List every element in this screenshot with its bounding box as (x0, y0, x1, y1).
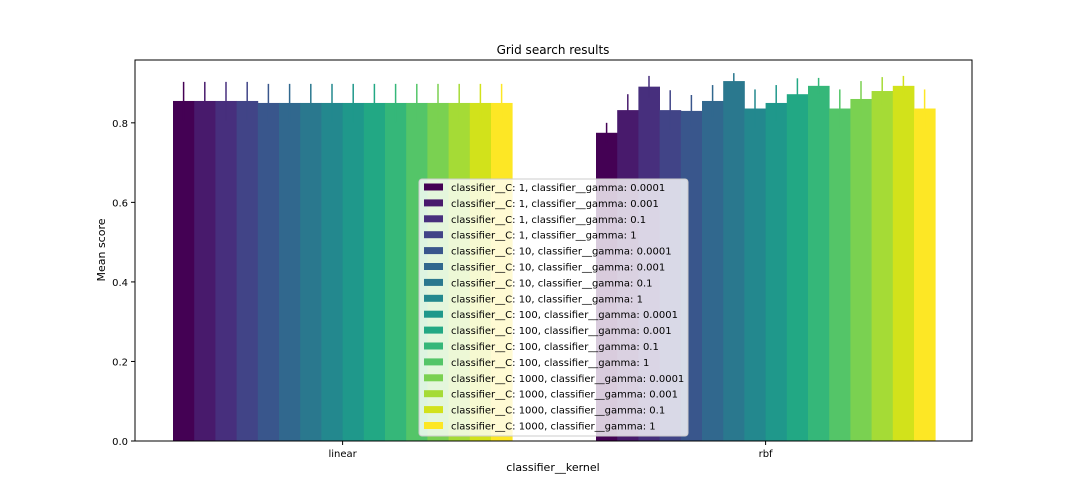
legend-label: classifier__C: 1, classifier__gamma: 0.0… (451, 199, 659, 210)
legend-swatch (424, 310, 443, 318)
bar (871, 91, 894, 441)
legend-label: classifier__C: 1000, classifier__gamma: … (451, 422, 656, 433)
legend-swatch (424, 263, 443, 270)
bar (300, 102, 322, 442)
legend-swatch (424, 215, 443, 223)
legend-label: classifier__C: 1, classifier__gamma: 0.0… (451, 183, 665, 194)
x-axis: linear rbf (328, 441, 773, 460)
legend-label: classifier__C: 1000, classifier__gamma: … (451, 390, 678, 401)
legend-swatch (424, 326, 443, 334)
legend-swatch (424, 358, 443, 366)
legend-label: classifier__C: 1000, classifier__gamma: … (451, 374, 684, 385)
bar (236, 100, 259, 441)
legend-swatch (424, 422, 443, 429)
y-tick-label: 0.0 (112, 437, 128, 448)
legend-swatch (424, 294, 443, 302)
bar (279, 102, 301, 442)
legend-box (418, 178, 689, 437)
bar (829, 108, 851, 441)
y-axis-label: Mean score (95, 218, 108, 281)
legend-label: classifier__C: 10, classifier__gamma: 1 (451, 294, 643, 305)
legend-swatch (424, 278, 443, 286)
bar (385, 102, 407, 442)
y-tick-label: 0.2 (112, 357, 128, 368)
y-tick-label: 0.8 (112, 119, 128, 130)
bar (363, 102, 386, 442)
legend-swatch (424, 247, 443, 255)
plot-frame (134, 59, 973, 442)
legend-swatch (424, 231, 443, 239)
bar (744, 108, 766, 441)
y-axis: 0.0 0.2 0.4 0.6 0.8 (112, 119, 135, 448)
legend-label: classifier__C: 1, classifier__gamma: 1 (451, 231, 637, 242)
bar (194, 100, 216, 441)
bar (702, 100, 724, 441)
legend-label: classifier__C: 10, classifier__gamma: 0.… (451, 278, 652, 289)
legend-label: classifier__C: 100, classifier__gamma: 0… (451, 342, 659, 353)
bar (215, 100, 237, 441)
bar (173, 100, 195, 441)
bar (892, 85, 915, 441)
bar (914, 108, 936, 441)
x-tick-label: linear (328, 449, 357, 460)
bar (342, 102, 365, 442)
legend-swatch (424, 199, 443, 207)
bar (765, 102, 788, 442)
x-tick-label: rbf (759, 449, 773, 460)
legend-label: classifier__C: 100, classifier__gamma: 0… (451, 310, 678, 321)
legend-swatch (424, 374, 443, 382)
legend-label: classifier__C: 10, classifier__gamma: 0.… (451, 247, 672, 258)
chart-title: Grid search results (497, 43, 610, 57)
y-tick-label: 0.4 (112, 278, 128, 289)
bar (321, 102, 343, 442)
legend-label: classifier__C: 100, classifier__gamma: 1 (451, 358, 649, 369)
bar (786, 94, 809, 441)
legend-swatch (424, 406, 443, 414)
legend-swatch (424, 342, 443, 350)
legend-swatch (424, 390, 443, 398)
bar (850, 98, 872, 441)
bar (723, 81, 745, 442)
legend-label: classifier__C: 10, classifier__gamma: 0.… (451, 263, 665, 274)
legend-label: classifier__C: 1000, classifier__gamma: … (451, 406, 665, 417)
legend-label: classifier__C: 1, classifier__gamma: 0.1 (451, 215, 646, 226)
y-tick-label: 0.6 (112, 198, 128, 209)
bar (257, 102, 280, 442)
x-axis-label: classifier__kernel (506, 461, 599, 474)
legend-swatch (424, 183, 443, 191)
bar (808, 85, 830, 441)
legend: classifier__C: 1, classifier__gamma: 0.0… (418, 178, 689, 437)
legend-label: classifier__C: 100, classifier__gamma: 0… (451, 326, 672, 337)
error-bars (182, 73, 926, 143)
